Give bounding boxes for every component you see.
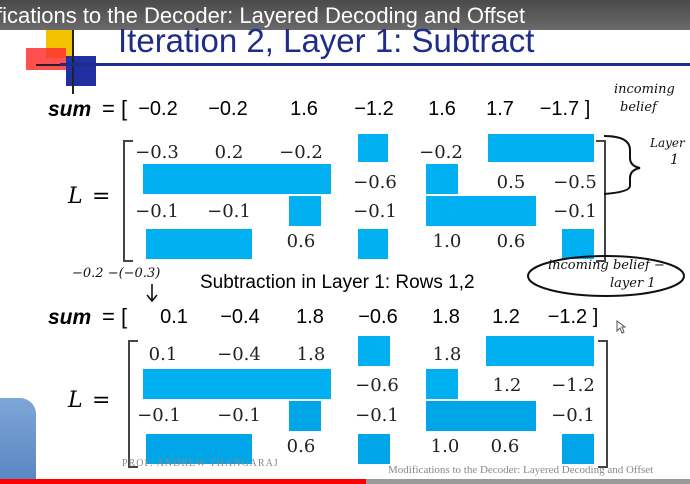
nonzero-block: [358, 434, 390, 464]
sum1-value: 1.7: [486, 98, 514, 120]
matrix1-right-bracket: [596, 140, 606, 262]
matrix-cell: 0.5: [496, 172, 526, 193]
sum2-value: −0.4: [220, 306, 260, 328]
nonzero-block: [426, 369, 458, 399]
arrow-down-icon: [146, 284, 158, 303]
slide-footer-title: Modifications to the Decoder: Layered De…: [388, 464, 654, 476]
nonzero-block: [562, 434, 594, 464]
annotation-layer: 1: [670, 152, 679, 168]
nonzero-block: [426, 196, 536, 226]
sum1-value: 1.6: [428, 98, 456, 120]
matrix-cell: −0.6: [355, 375, 399, 396]
nonzero-block: [358, 229, 388, 259]
matrix-cell: 1.8: [432, 344, 462, 365]
nonzero-block: [358, 134, 388, 162]
annotation-incoming-belief: belief: [620, 100, 657, 115]
matrix-cell: −0.1: [551, 405, 595, 426]
matrix-cell: 1.8: [296, 344, 326, 365]
matrix-cell: −0.3: [135, 142, 179, 163]
slide-heading: Iteration 2, Layer 1: Subtract: [118, 22, 535, 59]
slide-footer-author: PROF. ANDREW THANGARAJ: [122, 458, 279, 469]
sum-label-2: sum: [48, 306, 92, 329]
matrix-cell: −0.5: [553, 172, 597, 193]
annotation-incoming-belief: incoming: [614, 82, 675, 97]
matrix-equals-2: =: [92, 388, 111, 413]
matrix-equals-1: =: [92, 184, 111, 209]
sum-bracket-2: = [: [102, 304, 128, 329]
matrix-cell: 0.6: [490, 436, 520, 457]
nonzero-block: [146, 434, 252, 464]
matrix-cell: −0.1: [353, 201, 397, 222]
matrix1-left-bracket: [123, 140, 133, 262]
matrix-L-label-2: L: [68, 388, 83, 413]
presenter-video: [0, 398, 36, 480]
subtraction-caption: Subtraction in Layer 1: Rows 1,2: [200, 272, 475, 293]
sum1-value: −0.2: [208, 98, 248, 120]
matrix2-right-bracket: [598, 340, 608, 468]
nonzero-block: [426, 401, 536, 431]
sum1-value: −1.2: [354, 98, 394, 120]
annotation-oval: [527, 255, 685, 297]
matrix-cell: 1.0: [432, 231, 462, 252]
matrix-cell: −0.1: [135, 201, 179, 222]
sum2-value: 1.8: [296, 306, 324, 328]
matrix-cell: −0.6: [353, 172, 397, 193]
nonzero-block: [146, 229, 252, 259]
sum2-value: 0.1: [160, 306, 188, 328]
sum-label-1: sum: [48, 98, 92, 121]
matrix2-left-bracket: [128, 340, 138, 468]
video-title-bar: [0, 0, 690, 30]
matrix-cell: −0.1: [553, 201, 597, 222]
annotation-incoming-belief-layer: layer 1: [610, 276, 656, 291]
sum1-value: −0.2: [138, 98, 178, 120]
nonzero-block: [426, 164, 458, 194]
sum2-value: −0.6: [358, 306, 398, 328]
sum-bracket-1: = [: [102, 96, 128, 121]
sum2-value: −1.2 ]: [547, 306, 599, 328]
sum1-value: −1.7 ]: [539, 98, 591, 120]
video-progress-fill[interactable]: [0, 479, 366, 484]
matrix-cell: 0.1: [148, 344, 178, 365]
matrix-L-label-1: L: [68, 184, 83, 209]
matrix-cell: −0.4: [217, 344, 261, 365]
sum1-value: 1.6: [290, 98, 318, 120]
nonzero-block: [289, 401, 321, 431]
mouse-cursor-icon: [616, 320, 626, 334]
annotation-layer: Layer: [650, 136, 685, 150]
nonzero-block: [562, 229, 594, 259]
nonzero-block: [143, 164, 331, 194]
matrix-cell: 0.6: [286, 231, 316, 252]
annotation-incoming-belief-layer: incoming belief −: [548, 258, 665, 273]
nonzero-block: [358, 336, 390, 366]
matrix-cell: −0.2: [279, 142, 323, 163]
matrix-cell: −0.1: [355, 405, 399, 426]
heading-rule: [60, 63, 690, 66]
matrix-cell: 0.6: [496, 231, 526, 252]
video-title: fications to the Decoder: Layered Decodi…: [0, 3, 526, 28]
layer-brace-annotation: [603, 135, 641, 195]
matrix-cell: 1.2: [492, 375, 522, 396]
matrix-cell: −0.1: [217, 405, 261, 426]
sum2-value: 1.8: [432, 306, 460, 328]
matrix-cell: −1.2: [551, 375, 595, 396]
sum2-value: 1.2: [492, 306, 520, 328]
nonzero-block: [488, 134, 594, 162]
matrix-cell: −0.1: [137, 405, 181, 426]
nonzero-block: [289, 196, 321, 226]
nonzero-block: [486, 336, 594, 366]
matrix-cell: 0.6: [286, 436, 316, 457]
matrix-cell: −0.2: [419, 142, 463, 163]
matrix-cell: −0.1: [207, 201, 251, 222]
matrix-cell: 0.2: [214, 142, 244, 163]
nonzero-block: [143, 369, 331, 399]
annotation-computation: −0.2 −(−0.3): [72, 266, 161, 281]
matrix-cell: 1.0: [430, 436, 460, 457]
